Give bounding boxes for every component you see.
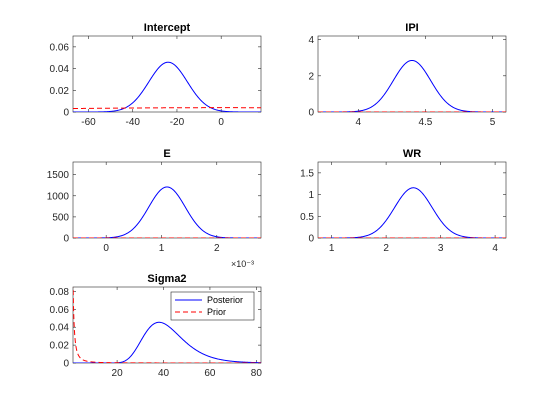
x-tick-label: 40	[158, 368, 170, 379]
y-tick-label: 500	[52, 212, 69, 223]
panel-intercept: Intercept 0 0.02 0.04 0.06 -60 -40 -20 0	[50, 22, 262, 128]
x-tick-label: 1	[329, 243, 335, 254]
y-tick-label: 0.08	[50, 287, 70, 298]
panel-title: WR	[403, 148, 421, 160]
series-lines	[318, 187, 506, 238]
series-lines	[318, 59, 506, 112]
x-tick-labels: 20 40 60 80	[112, 368, 263, 379]
y-tick-label: 1.5	[300, 168, 314, 179]
legend: Posterior Prior	[170, 291, 255, 321]
x-exponent-label: ×10⁻³	[231, 259, 254, 269]
y-tick-labels: 0 0.02 0.04 0.06 0.08	[50, 287, 70, 370]
panel-ipi: IPI 0 2 4 4 4.5 5	[308, 22, 507, 128]
y-tick-label: 0	[308, 108, 314, 119]
x-tick-label: 0	[103, 243, 109, 254]
prior-curve	[73, 287, 261, 363]
panel-sigma2: Sigma2 0 0.02 0.04 0.06 0.08 20 40 60 80…	[50, 273, 263, 379]
x-tick-label: 2	[214, 243, 220, 254]
panel-title: IPI	[405, 22, 418, 34]
prior-curve	[73, 107, 261, 110]
y-tick-label: 0	[63, 108, 69, 119]
x-tick-labels: 4 4.5 5	[356, 117, 496, 128]
y-tick-label: 0.04	[50, 323, 70, 334]
legend-prior-label: Prior	[207, 307, 226, 317]
x-tick-label: 1	[159, 243, 165, 254]
y-tick-label: 0	[308, 234, 314, 245]
y-tick-label: 4	[308, 35, 314, 46]
x-tick-label: 0	[218, 117, 224, 128]
axes-box	[317, 161, 507, 239]
panel-title: Sigma2	[147, 273, 186, 285]
axes-box	[72, 161, 262, 239]
x-tick-label: 60	[204, 368, 216, 379]
y-tick-label: 0.04	[50, 64, 70, 75]
x-tick-label: 4	[492, 243, 498, 254]
y-tick-labels: 0 0.02 0.04 0.06	[50, 42, 70, 118]
y-tick-label: 0.02	[50, 86, 70, 97]
x-tick-label: 2	[383, 243, 389, 254]
y-tick-label: 2	[308, 71, 314, 82]
series-lines	[73, 61, 261, 112]
y-tick-labels: 0 2 4	[308, 35, 314, 118]
posterior-curve	[73, 61, 261, 112]
x-tick-labels: 0 1 2	[103, 243, 220, 254]
y-tick-label: 0	[63, 359, 69, 370]
x-tick-label: 4	[356, 117, 362, 128]
x-tick-label: -60	[81, 117, 96, 128]
y-tick-label: 0.06	[50, 305, 70, 316]
y-tick-label: 1000	[47, 191, 70, 202]
legend-box	[170, 291, 255, 321]
x-tick-label: 4.5	[418, 117, 432, 128]
panel-e: E 0 500 1000 1500 0 1 2 ×10⁻³	[47, 148, 262, 269]
legend-posterior-label: Posterior	[207, 295, 243, 305]
panel-wr: WR 0 0.5 1 1.5 1 2 3 4	[300, 148, 507, 254]
y-tick-label: 0.06	[50, 42, 70, 53]
axes-box	[72, 35, 262, 113]
y-tick-labels: 0 0.5 1 1.5	[300, 168, 314, 244]
posterior-curve	[73, 321, 261, 363]
y-tick-label: 0.02	[50, 341, 70, 352]
y-tick-labels: 0 500 1000 1500	[47, 170, 70, 244]
panel-title: Intercept	[144, 22, 191, 34]
series-lines	[73, 186, 261, 238]
y-tick-label: 0.5	[300, 212, 314, 223]
x-tick-label: 3	[438, 243, 444, 254]
x-tick-label: 20	[112, 368, 124, 379]
y-tick-label: 1	[308, 190, 314, 201]
axes-box	[317, 35, 507, 113]
y-tick-label: 0	[63, 234, 69, 245]
y-tick-label: 1500	[47, 170, 70, 181]
series-lines	[73, 287, 261, 363]
x-tick-label: -20	[170, 117, 185, 128]
panel-title: E	[163, 148, 170, 160]
x-tick-label: 80	[251, 368, 263, 379]
x-tick-label: -40	[125, 117, 140, 128]
x-tick-label: 5	[490, 117, 496, 128]
x-tick-labels: 1 2 3 4	[329, 243, 498, 254]
x-tick-labels: -60 -40 -20 0	[81, 117, 224, 128]
